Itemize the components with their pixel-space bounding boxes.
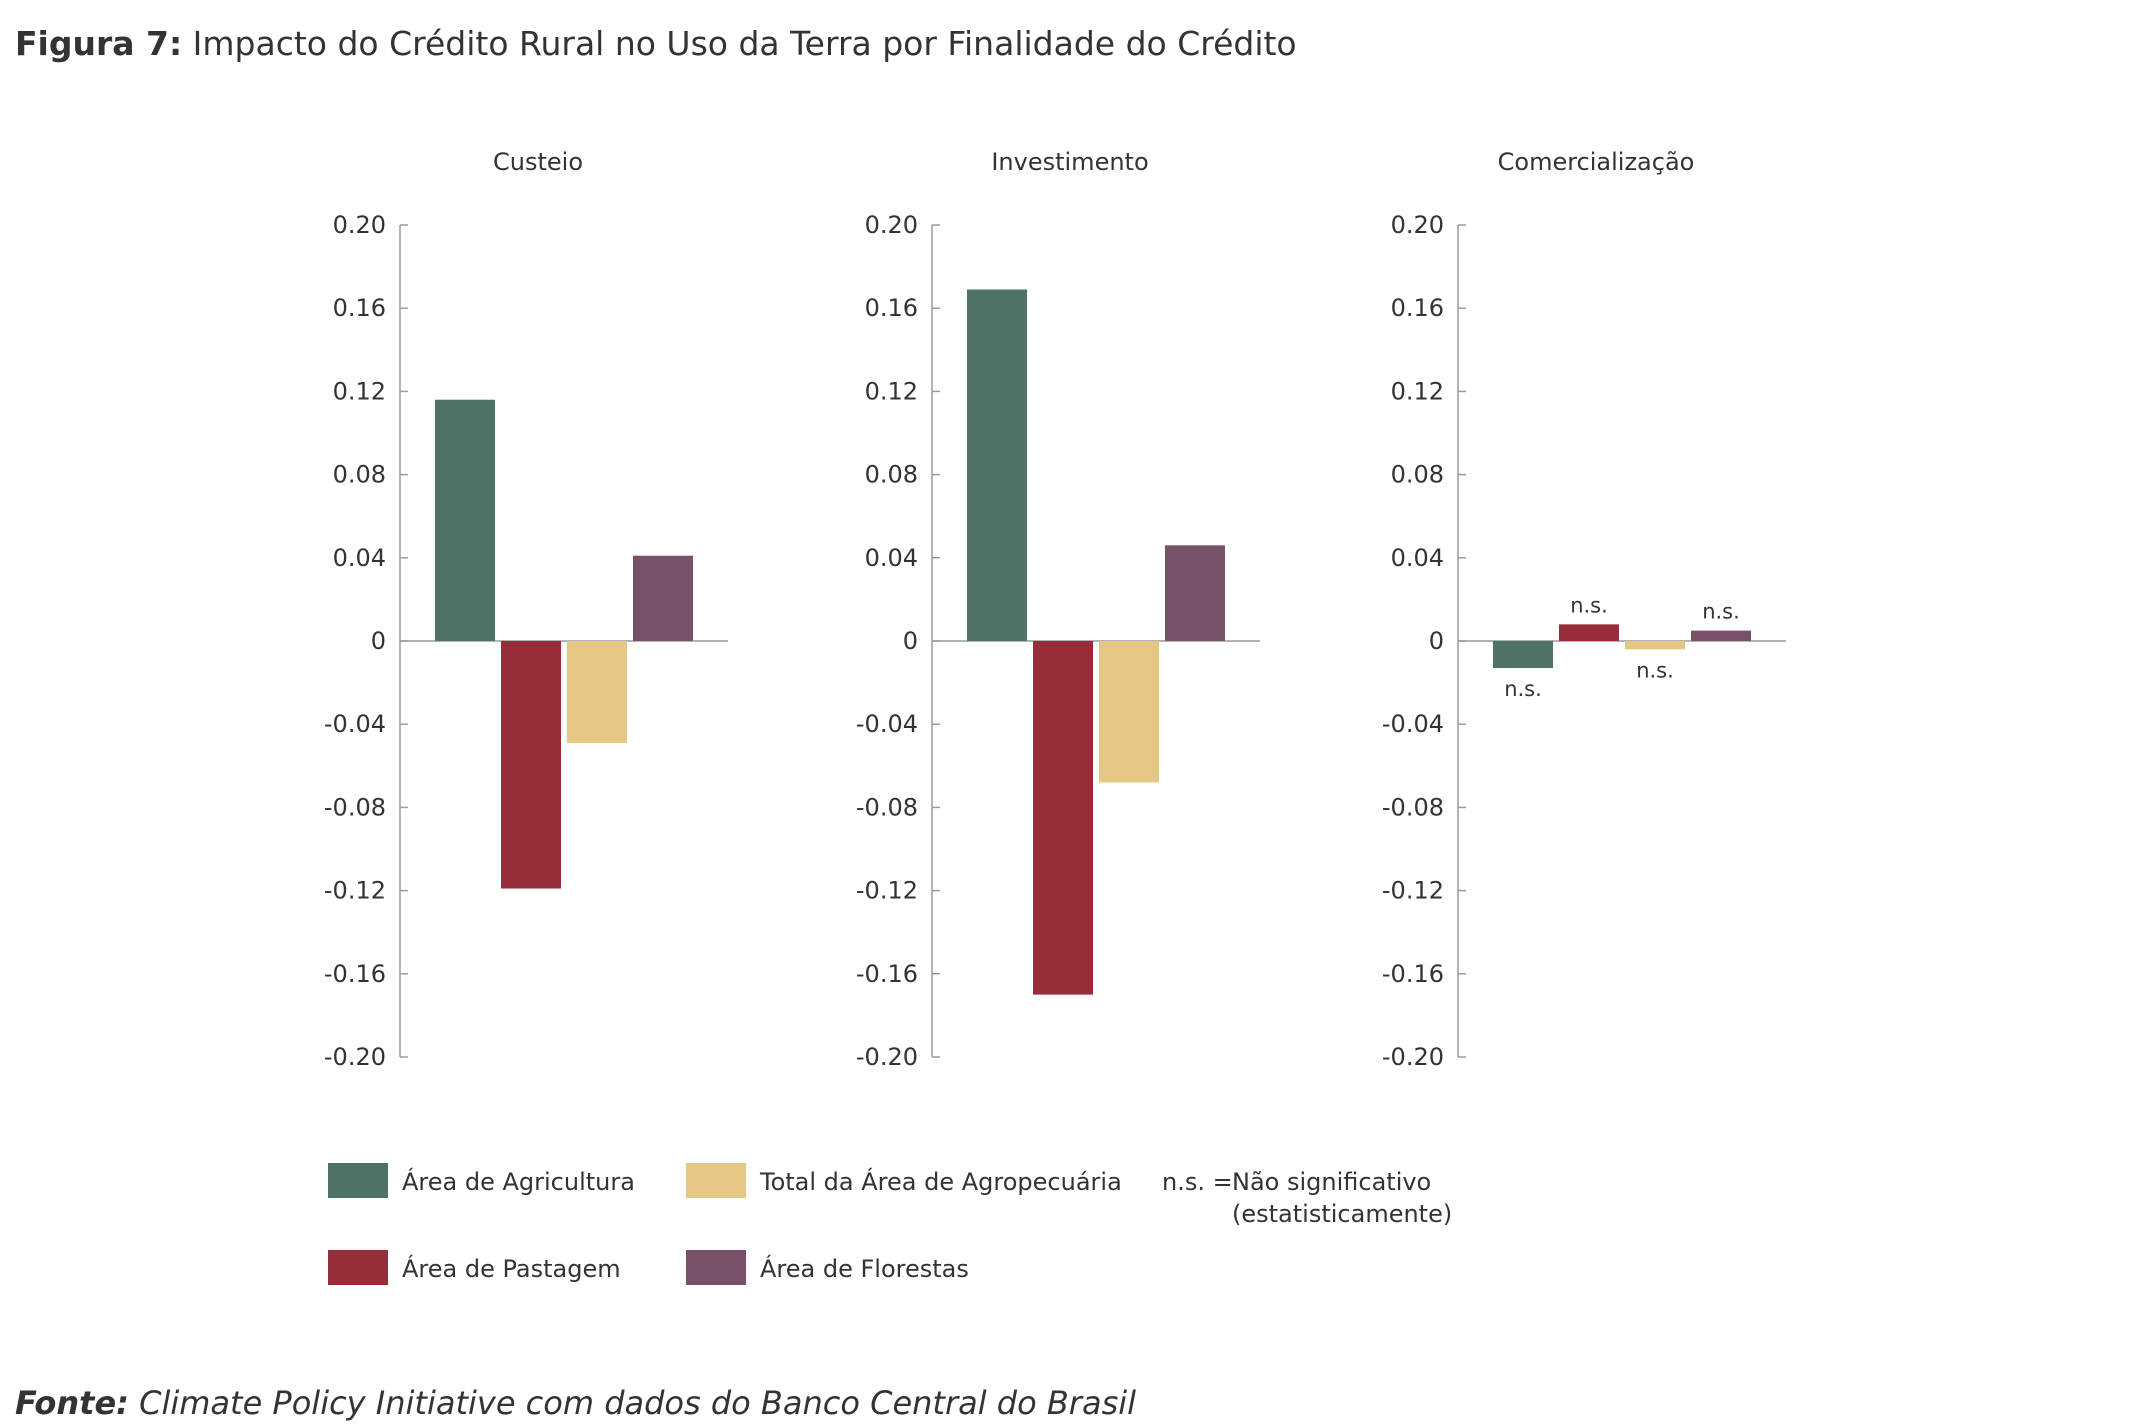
y-tick-label: -0.16 <box>324 960 386 988</box>
y-tick-label: -0.12 <box>856 877 918 905</box>
y-tick-label: 0.20 <box>1391 211 1444 239</box>
source-text: Climate Policy Initiative com dados do B… <box>139 1384 1137 1422</box>
legend-label: Total da Área de Agropecuária <box>759 1167 1122 1196</box>
bar <box>633 555 693 641</box>
bar <box>1493 641 1553 669</box>
panel-title: Investimento <box>991 148 1148 176</box>
ns-annotation: n.s. <box>1636 658 1674 682</box>
y-tick-label: -0.08 <box>324 793 386 821</box>
note-line-2: (estatisticamente) <box>1232 1200 1452 1228</box>
y-tick-label: 0.08 <box>333 461 386 489</box>
y-tick-label: -0.16 <box>1382 960 1444 988</box>
y-tick-label: 0.12 <box>865 377 918 405</box>
bar <box>1625 641 1685 650</box>
source-label: Fonte: <box>15 1384 129 1422</box>
figure-label: Figura 7: <box>15 24 183 63</box>
y-tick-label: 0 <box>371 627 386 655</box>
y-tick-label: -0.12 <box>324 877 386 905</box>
y-tick-label: 0.04 <box>865 544 918 572</box>
legend-swatch <box>328 1163 388 1198</box>
y-tick-label: 0.16 <box>1391 294 1444 322</box>
y-tick-label: -0.08 <box>1382 793 1444 821</box>
y-tick-label: 0.08 <box>865 461 918 489</box>
figure-title-text: Impacto do Crédito Rural no Uso da Terra… <box>192 24 1297 63</box>
y-tick-label: -0.08 <box>856 793 918 821</box>
ns-annotation: n.s. <box>1570 593 1608 617</box>
bar <box>567 641 627 743</box>
legend-swatch <box>328 1250 388 1285</box>
y-tick-label: 0 <box>903 627 918 655</box>
y-tick-label: -0.20 <box>324 1043 386 1071</box>
figure-source: Fonte: Climate Policy Initiative com dad… <box>15 1384 1136 1422</box>
y-tick-label: -0.12 <box>1382 877 1444 905</box>
bar <box>1691 630 1751 641</box>
legend-label: Área de Agricultura <box>402 1167 635 1196</box>
note-line-1: Não significativo <box>1232 1168 1431 1196</box>
bar <box>1099 641 1159 783</box>
bar <box>1559 624 1619 641</box>
ns-annotation: n.s. <box>1504 677 1542 701</box>
legend-label: Área de Florestas <box>760 1254 969 1283</box>
y-tick-label: 0.20 <box>333 211 386 239</box>
bar <box>435 399 495 641</box>
bar <box>1033 641 1093 995</box>
legend-label: Área de Pastagem <box>402 1254 621 1283</box>
y-tick-label: 0.12 <box>1391 377 1444 405</box>
y-tick-label: -0.20 <box>1382 1043 1444 1071</box>
ns-annotation: n.s. <box>1702 600 1740 624</box>
panel-title: Custeio <box>493 148 583 176</box>
panel-title: Comercialização <box>1498 148 1695 176</box>
y-tick-label: 0.16 <box>865 294 918 322</box>
figure-title: Figura 7: Impacto do Crédito Rural no Us… <box>15 24 1297 63</box>
y-tick-label: -0.04 <box>856 710 918 738</box>
y-tick-label: -0.16 <box>856 960 918 988</box>
y-tick-label: 0 <box>1429 627 1444 655</box>
note-key: n.s. = <box>1162 1168 1233 1196</box>
y-tick-label: 0.04 <box>333 544 386 572</box>
bar <box>967 289 1027 641</box>
y-tick-label: 0.12 <box>333 377 386 405</box>
y-tick-label: 0.08 <box>1391 461 1444 489</box>
y-tick-label: 0.04 <box>1391 544 1444 572</box>
legend-swatch <box>686 1163 746 1198</box>
y-tick-label: -0.04 <box>324 710 386 738</box>
legend-swatch <box>686 1250 746 1285</box>
y-tick-label: 0.16 <box>333 294 386 322</box>
y-tick-label: 0.20 <box>865 211 918 239</box>
bar <box>501 641 561 889</box>
bar <box>1165 545 1225 641</box>
y-tick-label: -0.04 <box>1382 710 1444 738</box>
y-tick-label: -0.20 <box>856 1043 918 1071</box>
